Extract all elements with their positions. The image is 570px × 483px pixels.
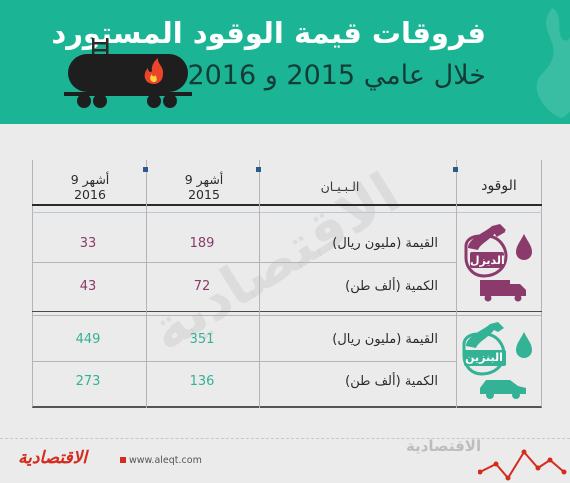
col-header-statement: الـبـيـان — [320, 179, 360, 194]
fuel-tank-truck-icon — [64, 38, 192, 108]
col-header-2016: 9 أشهر 2016 — [58, 172, 122, 202]
fuel-table — [32, 160, 542, 408]
website-url[interactable]: www.aleqt.com — [120, 455, 202, 466]
column-divider — [259, 160, 260, 408]
group-divider-light — [32, 315, 542, 316]
diesel-pump-icon — [464, 224, 532, 302]
trend-line-icon — [478, 449, 567, 481]
col-header-2016-year: 2016 — [74, 187, 106, 202]
column-marker — [143, 167, 148, 172]
row-divider — [32, 361, 456, 362]
row-divider — [32, 262, 456, 263]
diesel-quantity-2015: 72 — [193, 279, 211, 294]
column-divider — [456, 160, 457, 408]
col-header-2015-period: 9 أشهر — [184, 172, 224, 187]
gasoline-value-label: القيمة (مليون ريال) — [332, 332, 438, 347]
column-divider — [146, 160, 147, 408]
gasoline-quantity-2016: 273 — [75, 374, 101, 389]
brand-watermark: الاقتصادية — [406, 437, 482, 455]
website-url-text: www.aleqt.com — [129, 455, 202, 466]
footer-divider — [0, 438, 570, 439]
header-divider-light — [32, 212, 542, 213]
diesel-fuel-name: الديزل — [470, 254, 505, 267]
column-marker — [256, 167, 261, 172]
gasoline-fuel-name: البنزين — [465, 351, 503, 364]
gasoline-pump-icon — [462, 322, 532, 399]
url-bullet-icon — [120, 457, 126, 463]
brand-logo: الاقتصادية — [18, 448, 88, 468]
gasoline-quantity-2015: 136 — [189, 374, 215, 389]
header-banner: فروقات قيمة الوقود المستورد خلال عامي 20… — [0, 0, 570, 124]
diesel-quantity-label: الكمية (ألف طن) — [345, 279, 438, 294]
diesel-value-2015: 189 — [189, 236, 215, 251]
col-header-2015: 9 أشهر 2015 — [172, 172, 236, 202]
header-divider — [32, 204, 542, 206]
gasoline-value-2016: 449 — [75, 332, 101, 347]
infographic-title: فروقات قيمة الوقود المستورد — [51, 16, 486, 50]
gasoline-quantity-label: الكمية (ألف طن) — [345, 374, 438, 389]
group-divider — [32, 311, 542, 312]
diesel-quantity-2016: 43 — [79, 279, 97, 294]
diesel-value-2016: 33 — [79, 236, 97, 251]
infographic-subtitle: خلال عامي 2015 و 2016 — [187, 60, 486, 91]
column-marker — [453, 167, 458, 172]
col-header-2015-year: 2015 — [188, 187, 220, 202]
flame-watermark-icon — [536, 8, 570, 118]
col-header-fuel: الوقود — [481, 178, 517, 194]
gasoline-value-2015: 351 — [189, 332, 215, 347]
diesel-value-label: القيمة (مليون ريال) — [332, 236, 438, 251]
col-header-2016-period: 9 أشهر — [70, 172, 110, 187]
